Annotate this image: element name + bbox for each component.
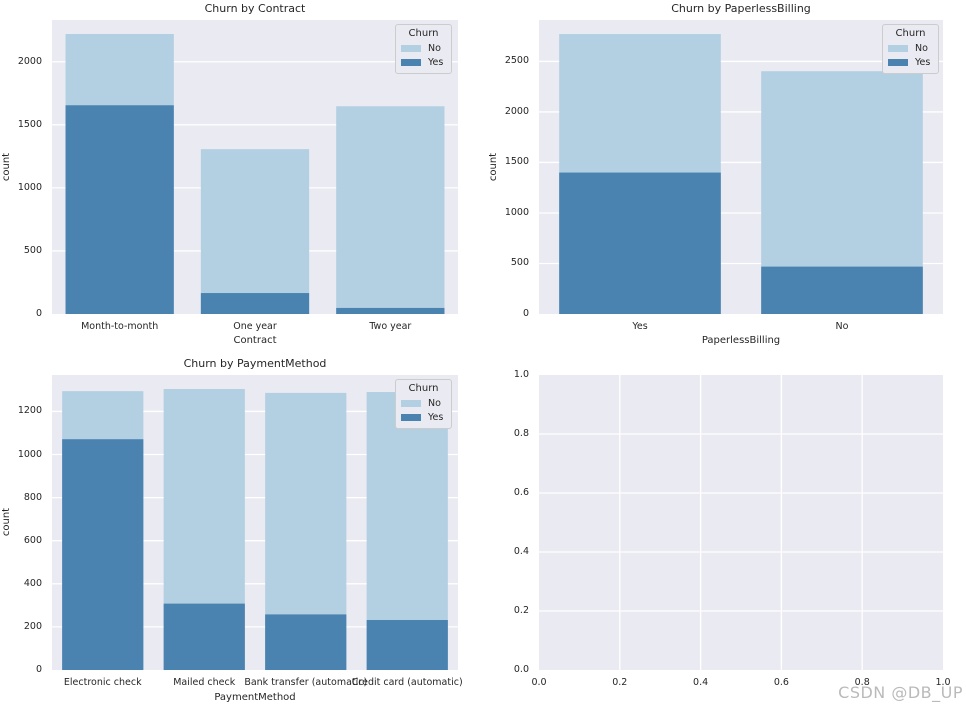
x-tick-label: Bank transfer (automatic) xyxy=(244,677,368,688)
legend-item-yes: Yes xyxy=(401,412,446,423)
y-tick-label: 2500 xyxy=(504,55,529,67)
bar-yes-2 xyxy=(336,307,445,314)
plot-area-contract xyxy=(52,20,458,314)
x-tick-label: Mailed check xyxy=(173,677,236,688)
y-tick-label: 500 xyxy=(510,257,529,269)
grid-empty xyxy=(539,375,943,670)
legend-contract: Churn No Yes xyxy=(395,24,452,74)
legend-item-yes: Yes xyxy=(401,57,446,68)
y-tick-label: 600 xyxy=(23,534,42,546)
y-tick-label: 0.2 xyxy=(513,605,529,616)
legend-item-label: No xyxy=(428,43,441,54)
plot-area-paperlessbilling xyxy=(539,20,943,314)
x-tick-label: Month-to-month xyxy=(81,321,159,332)
legend-items: No Yes xyxy=(888,43,933,68)
legend-item-yes: Yes xyxy=(888,57,933,68)
bar-yes-0 xyxy=(65,105,174,314)
legend-title: Churn xyxy=(895,28,926,39)
y-tick-label: 1000 xyxy=(17,448,42,460)
y-tick-label: 400 xyxy=(23,577,42,589)
y-tick-label: 0 xyxy=(35,664,42,675)
y-tick-label: 0 xyxy=(35,308,42,319)
x-tick-label: 1.0 xyxy=(935,677,951,688)
legend-item-label: No xyxy=(915,43,928,54)
y-tick-label: 0.4 xyxy=(513,546,529,557)
y-tick-label: 1000 xyxy=(504,206,529,218)
x-tick-label: 0.2 xyxy=(612,677,628,688)
bar-yes-2 xyxy=(265,614,347,670)
watermark: CSDN @DB_UP xyxy=(838,683,963,702)
y-tick-label: 0.0 xyxy=(513,664,529,675)
y-tick-label: 500 xyxy=(23,244,42,256)
legend-title: Churn xyxy=(408,383,439,394)
y-tick-label: 1200 xyxy=(17,405,42,417)
x-tick-label: Credit card (automatic) xyxy=(351,677,463,688)
legend-item-no: No xyxy=(401,398,446,409)
bars-paperlessbilling xyxy=(539,34,943,314)
bar-yes-0 xyxy=(559,172,721,314)
chart-title-paperlessbilling: Churn by PaperlessBilling xyxy=(671,2,811,15)
x-tick-label: Yes xyxy=(632,321,648,332)
chart-title-paymentmethod: Churn by PaymentMethod xyxy=(183,357,327,370)
y-tick-label: 800 xyxy=(23,491,42,503)
x-axis-label-contract: Contract xyxy=(233,335,277,346)
legend-swatch-icon xyxy=(888,59,908,66)
legend-swatch-icon xyxy=(888,45,908,52)
x-tick-label: 0.8 xyxy=(854,677,870,688)
y-tick-label: 2000 xyxy=(17,55,42,67)
bars-paymentmethod xyxy=(52,389,458,670)
x-tick-label: Electronic check xyxy=(63,677,142,688)
legend-item-label: Yes xyxy=(428,57,444,68)
y-tick-label: 1500 xyxy=(17,118,42,130)
legend-title: Churn xyxy=(408,28,439,39)
legend-item-label: Yes xyxy=(428,412,444,423)
bar-yes-0 xyxy=(62,439,144,670)
bar-no-1 xyxy=(200,149,310,314)
y-tick-label: 2000 xyxy=(504,105,529,117)
legend-swatch-icon xyxy=(401,414,421,421)
legend-items: No Yes xyxy=(401,43,446,68)
bars-contract xyxy=(52,34,458,314)
legend-paymentmethod: Churn No Yes xyxy=(395,379,452,429)
y-tick-label: 200 xyxy=(23,620,42,632)
y-tick-label: 0.8 xyxy=(513,428,529,439)
bar-yes-1 xyxy=(163,603,245,670)
bar-no-2 xyxy=(336,106,445,314)
legend-item-no: No xyxy=(401,43,446,54)
x-tick-label: No xyxy=(835,321,849,332)
x-tick-label: 0.4 xyxy=(693,677,709,688)
bar-yes-3 xyxy=(366,620,448,670)
plot-area-paymentmethod xyxy=(52,375,458,670)
chart-title-contract: Churn by Contract xyxy=(204,2,306,15)
legend-items: No Yes xyxy=(401,398,446,423)
bar-yes-1 xyxy=(761,266,923,314)
plot-area-empty xyxy=(539,375,943,670)
legend-swatch-icon xyxy=(401,59,421,66)
legend-item-label: Yes xyxy=(915,57,931,68)
y-tick-label: 0 xyxy=(522,308,529,319)
legend-swatch-icon xyxy=(401,400,421,407)
x-tick-label: 0.0 xyxy=(531,677,547,688)
legend-item-no: No xyxy=(888,43,933,54)
legend-item-label: No xyxy=(428,398,441,409)
x-tick-label: One year xyxy=(233,321,277,332)
legend-paperlessbilling: Churn No Yes xyxy=(882,24,939,74)
bar-yes-1 xyxy=(200,293,310,314)
legend-swatch-icon xyxy=(401,45,421,52)
y-tick-label: 1.0 xyxy=(513,369,529,380)
y-tick-label: 0.6 xyxy=(513,487,529,498)
x-tick-label: 0.6 xyxy=(773,677,789,688)
x-axis-label-paymentmethod: PaymentMethod xyxy=(214,692,296,703)
y-tick-label: 1500 xyxy=(504,156,529,168)
x-axis-label-paperlessbilling: PaperlessBilling xyxy=(701,335,781,346)
y-tick-label: 1000 xyxy=(17,181,42,193)
x-tick-label: Two year xyxy=(369,321,412,332)
